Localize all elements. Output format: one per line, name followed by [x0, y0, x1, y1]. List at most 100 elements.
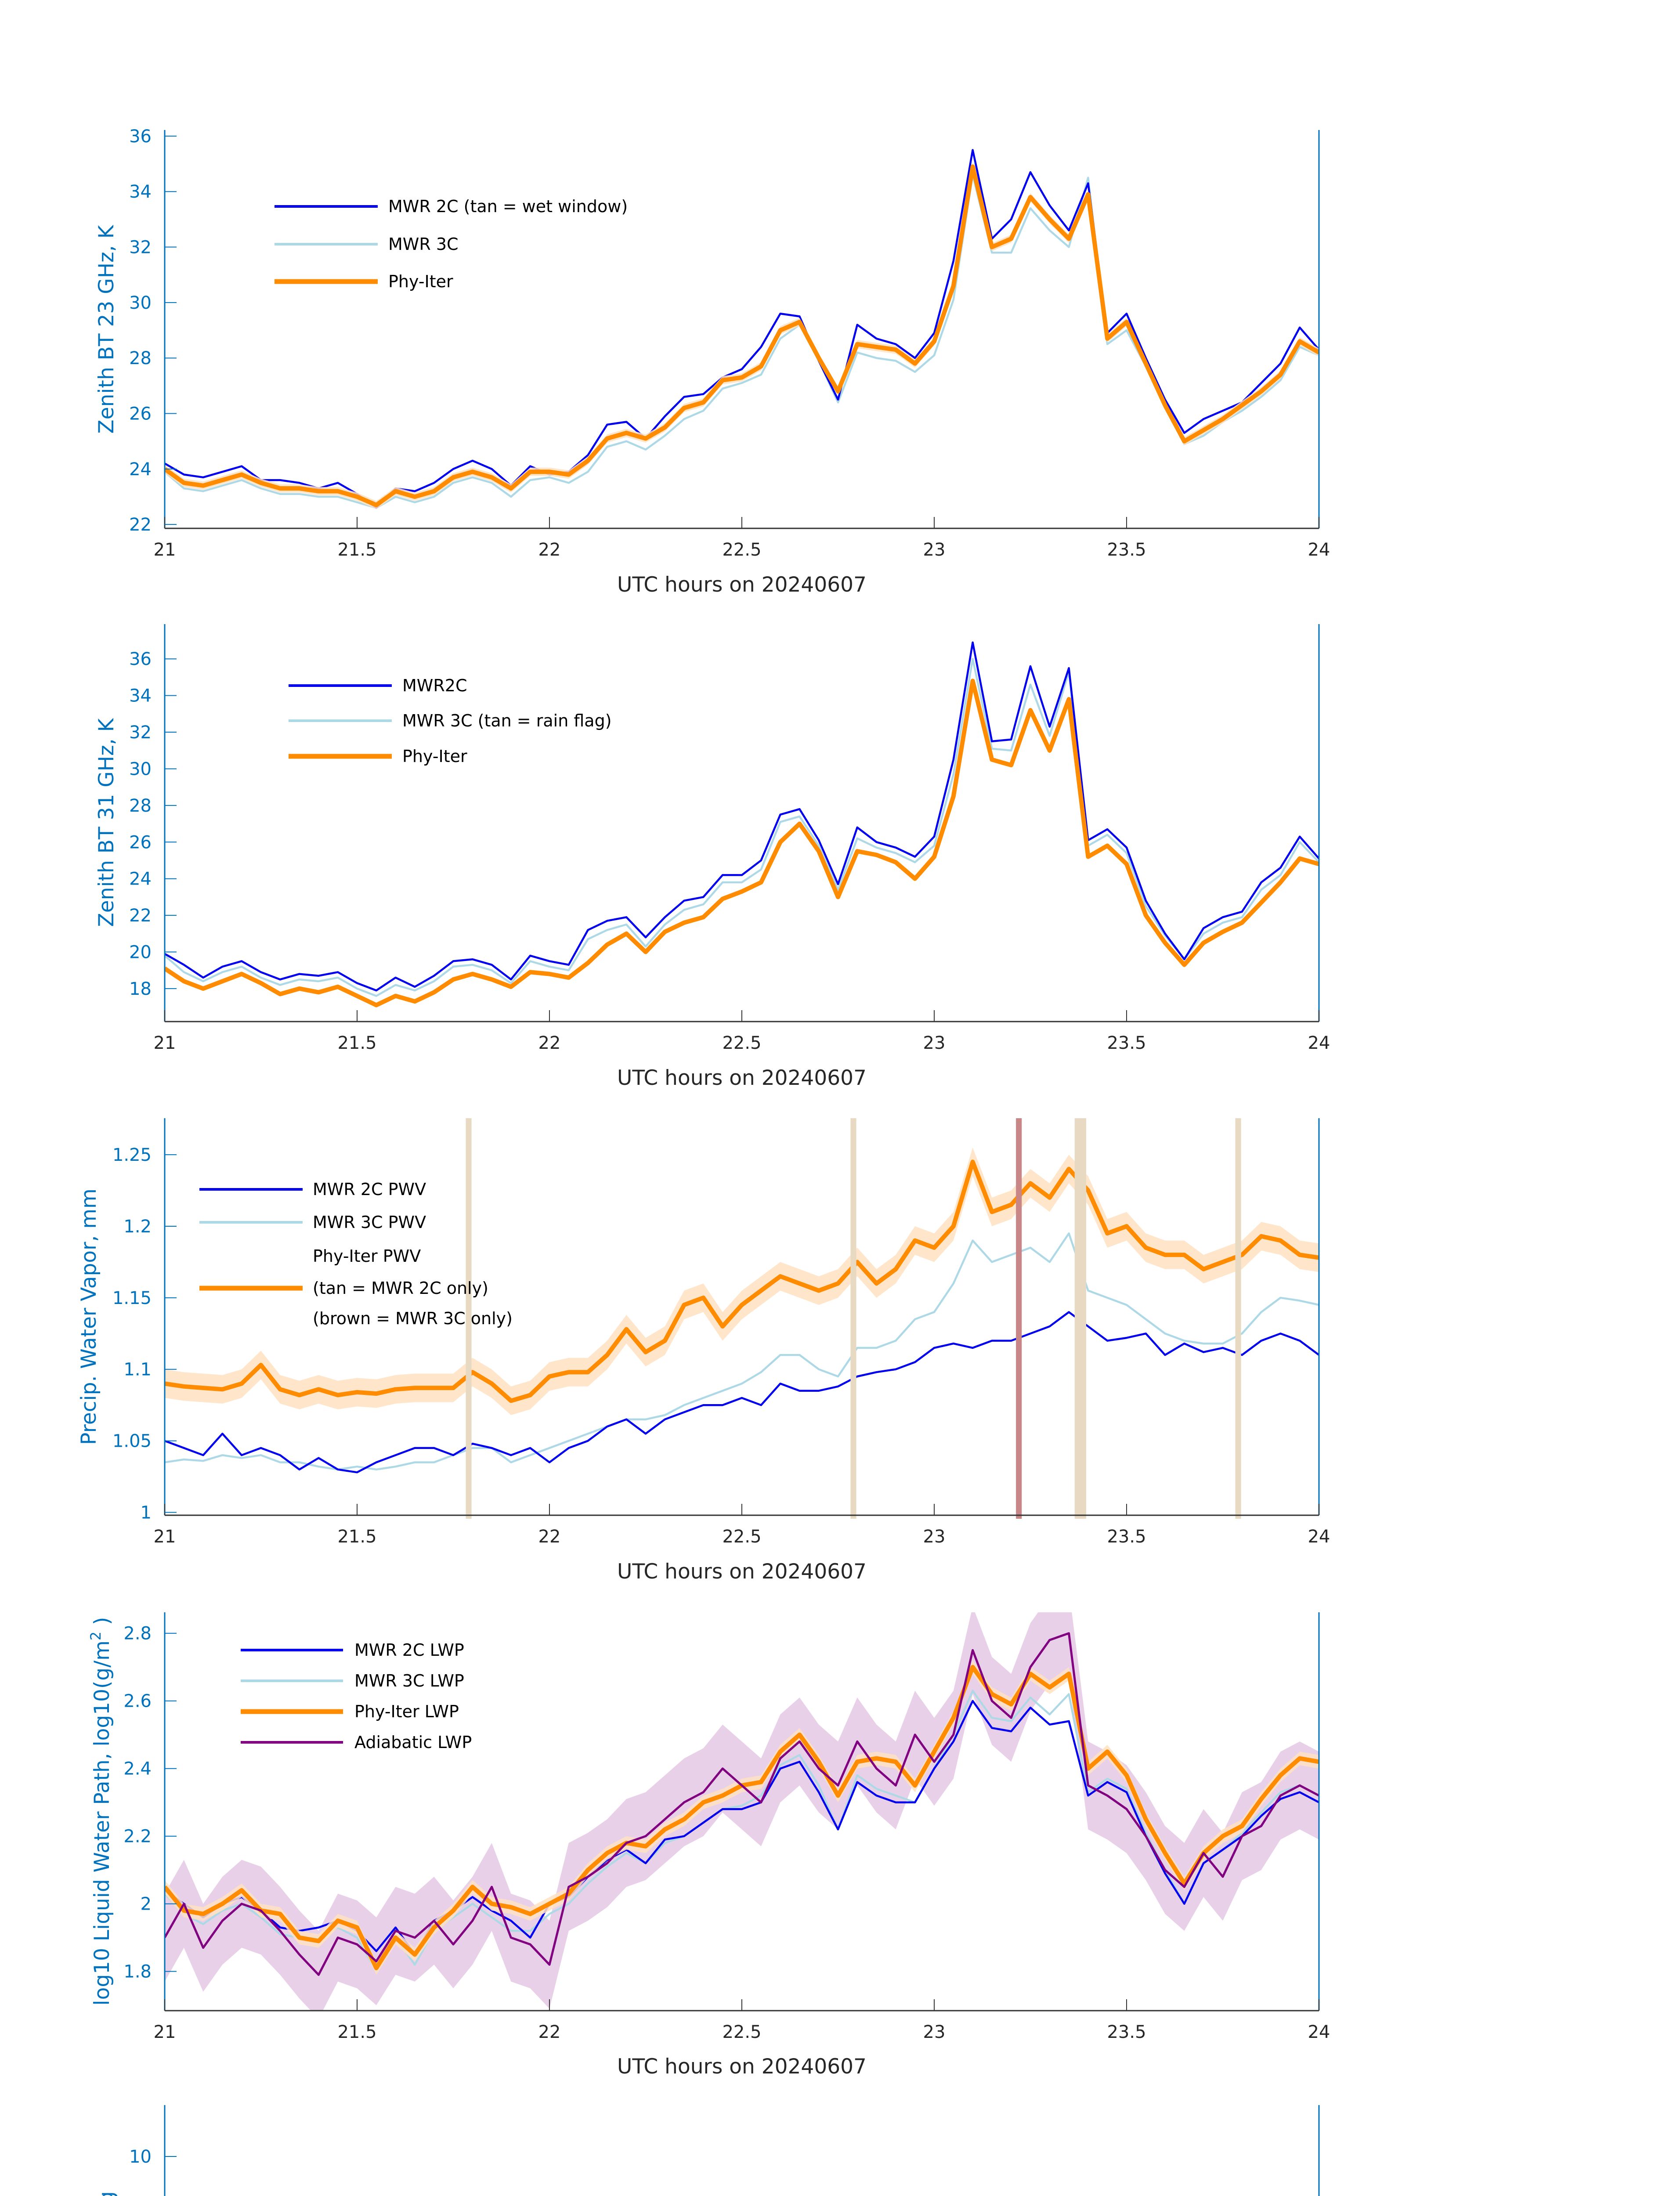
- series-line-phy_iter: [165, 164, 1319, 507]
- x-tick-label: 24: [1308, 1033, 1330, 1053]
- y-tick-label: 1.1: [123, 1360, 152, 1380]
- y-tick-label: 2.4: [123, 1759, 152, 1779]
- legend-label-mwr3c: MWR 3C: [388, 235, 459, 254]
- y-tick-label: 1.05: [112, 1431, 152, 1452]
- x-tick-label: 23.5: [1107, 540, 1146, 560]
- series-line-adiabatic: [165, 1632, 1319, 1976]
- y-tick-label: 32: [129, 722, 152, 743]
- y-axis-label-pwv: Precip. Water Vapor, mm: [77, 1188, 101, 1445]
- flag-band-tan: [1235, 1118, 1241, 1519]
- series-line-mwr2c: [165, 641, 1319, 992]
- x-tick-label: 22.5: [722, 1527, 761, 1547]
- x-tick-label: 21.5: [337, 2022, 376, 2042]
- y-tick-label: 10: [129, 2147, 152, 2167]
- y-tick-label: 20: [129, 943, 152, 963]
- x-tick-label: 22.5: [722, 2022, 761, 2042]
- y-axis-label-lwp-superscript: 2: [87, 1632, 104, 1640]
- legend-label-tan-note: (tan = MWR 2C only): [313, 1279, 488, 1298]
- y-tick-label: 30: [129, 293, 152, 313]
- series-line-phy_iter: [165, 1159, 1319, 1403]
- panel-lwp: 21 21.5 22 22.5 23 23.5 24 1.8 2 2.2 2.4 2.6 2.8 UTC…: [87, 1612, 1330, 2079]
- y-tick-label: 34: [129, 686, 152, 706]
- y-tick-label: 36: [129, 126, 152, 147]
- y-tick-label: 1.15: [112, 1288, 152, 1308]
- x-tick-label: 22: [538, 2022, 561, 2042]
- y-axis-label-lwp: log10 Liquid Water Path, log10(g/m2 ): [87, 1617, 114, 2006]
- plot-area-lwp: 21 21.5 22 22.5 23 23.5 24 1.8 2 2.2 2.4 2.6 2.8: [123, 1612, 1330, 2042]
- x-tick-label: 21: [154, 1033, 176, 1053]
- x-tick-label: 22.5: [722, 540, 761, 560]
- x-tick-label: 21: [154, 540, 176, 560]
- legend-label-adiabatic: Adiabatic LWP: [354, 1733, 472, 1752]
- legend-lwp: MWR 2C LWP MWR 3C LWP Phy-Iter LWP Adiab…: [241, 1640, 472, 1752]
- x-tick-label: 21.5: [337, 1033, 376, 1053]
- y-axis-label-dq-flag: MWR Phy Iter DQ Flag: [94, 2191, 119, 2196]
- legend-label-phy-iter: Phy-Iter: [402, 747, 467, 766]
- y-tick-label: 24: [129, 869, 152, 889]
- legend-label-mwr3c: MWR 3C (tan = rain flag): [402, 711, 612, 730]
- series-line-phy_iter: [165, 679, 1319, 1008]
- y-tick-label: 1: [141, 1503, 152, 1523]
- series-group-pwv: [165, 1147, 1319, 1474]
- flag-band-brown: [1016, 1118, 1022, 1519]
- panel-bt31: 21 21.5 22 22.5 23 23.5 24 18 20 22 24 26 28 30 32 34 36…: [94, 624, 1330, 1090]
- y-axis-label-lwp-suffix: ): [90, 1617, 114, 1632]
- legend-label-mwr2c: MWR 2C PWV: [313, 1180, 426, 1199]
- x-tick-label: 23: [923, 540, 946, 560]
- x-tick-label: 23: [923, 1527, 946, 1547]
- y-tick-label: 24: [129, 459, 152, 480]
- y-tick-label: 2.8: [123, 1624, 152, 1644]
- y-tick-label: 2.6: [123, 1691, 152, 1712]
- x-axis-label-bt31: UTC hours on 20240607: [617, 1066, 867, 1090]
- legend-label-mwr3c: MWR 3C LWP: [354, 1671, 464, 1690]
- x-tick-label: 24: [1308, 2022, 1330, 2042]
- y-tick-label: 28: [129, 796, 152, 816]
- series-line-mwr3c: [165, 1690, 1319, 1972]
- x-tick-label: 23.5: [1107, 1033, 1146, 1053]
- series-line-mwr3c: [165, 1232, 1319, 1471]
- y-axis-label-bt31: Zenith BT 31 GHz, K: [94, 718, 119, 927]
- flag-band-tan: [1074, 1118, 1087, 1519]
- plot-area-bt31: 21 21.5 22 22.5 23 23.5 24 18 20 22 24 26 28 30 32 34 36: [129, 624, 1330, 1053]
- y-tick-label: 30: [129, 759, 152, 779]
- plot-area-bt23: 21 21.5 22 22.5 23 23.5 24 22 24 26 28 30 32 34 36: [129, 126, 1330, 560]
- y-axis-label-bt23: Zenith BT 23 GHz, K: [94, 224, 119, 433]
- legend-pwv: MWR 2C PWV MWR 3C PWV Phy-Iter PWV (tan …: [199, 1180, 513, 1328]
- y-tick-label: 2: [141, 1894, 152, 1914]
- x-tick-label: 23: [923, 1033, 946, 1053]
- series-group-lwp: [165, 1612, 1319, 2011]
- y-tick-label: 28: [129, 348, 152, 368]
- legend-label-mwr2c: MWR 2C LWP: [354, 1640, 464, 1660]
- x-tick-label: 24: [1308, 1527, 1330, 1547]
- x-tick-label: 22: [538, 540, 561, 560]
- legend-label-phy-iter: Phy-Iter LWP: [354, 1702, 459, 1721]
- y-tick-label: 1.2: [123, 1217, 152, 1237]
- x-tick-label: 24: [1308, 540, 1330, 560]
- y-axis-label-lwp-main: log10 Liquid Water Path, log10(g/m: [90, 1640, 114, 2005]
- panel-pwv: 21 21.5 22 22.5 23 23.5 2411.051.11.151.21.25 …: [77, 1118, 1330, 1584]
- x-tick-label: 21: [154, 2022, 176, 2042]
- y-tick-label: 18: [129, 979, 152, 999]
- y-tick-label: 2.2: [123, 1827, 152, 1847]
- series-line-mwr2c: [165, 1311, 1319, 1474]
- y-tick-label: 26: [129, 404, 152, 424]
- x-axis-label-bt23: UTC hours on 20240607: [617, 573, 867, 597]
- series-line-mwr3c: [165, 657, 1319, 997]
- legend-label-mwr2c: MWR2C: [402, 676, 467, 695]
- x-tick-label: 22: [538, 1527, 561, 1547]
- y-tick-label: 26: [129, 832, 152, 852]
- x-tick-label: 23.5: [1107, 1527, 1146, 1547]
- legend-label-mwr2c: MWR 2C (tan = wet window): [388, 197, 628, 216]
- y-tick-label: 36: [129, 649, 152, 669]
- legend-label-brown-note: (brown = MWR 3C only): [313, 1309, 513, 1328]
- x-tick-label: 22: [538, 1033, 561, 1053]
- y-tick-label: 32: [129, 238, 152, 258]
- y-tick-label: 1.25: [112, 1145, 152, 1165]
- legend-bt31: MWR2C MWR 3C (tan = rain flag) Phy-Iter: [289, 676, 612, 766]
- y-tick-label: 34: [129, 182, 152, 202]
- plot-area-pwv: 21 21.5 22 22.5 23 23.5 24 1 1.05 1.1 1.15 1.2 1.25: [112, 1118, 1330, 1547]
- y-tick-label: 22: [129, 515, 152, 535]
- legend-label-phy-iter: Phy-Iter: [388, 272, 453, 291]
- flag-band-tan: [850, 1118, 856, 1519]
